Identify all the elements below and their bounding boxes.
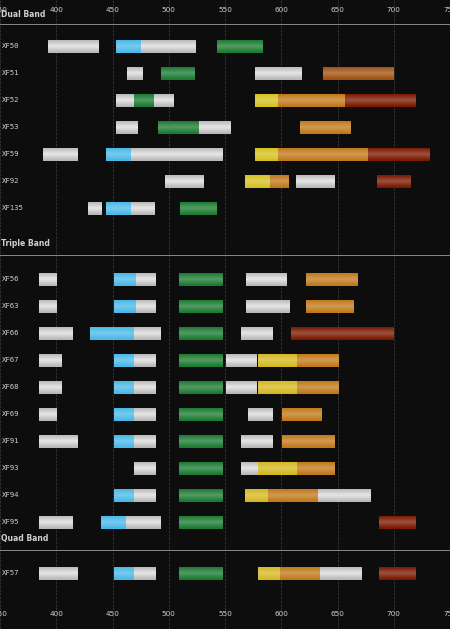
Text: XF91: XF91 bbox=[2, 438, 20, 444]
Text: 750: 750 bbox=[443, 7, 450, 13]
Text: 400: 400 bbox=[50, 7, 63, 13]
Text: XF69: XF69 bbox=[2, 411, 20, 417]
Text: 350: 350 bbox=[0, 7, 7, 13]
Text: XF59: XF59 bbox=[2, 151, 20, 157]
Text: 450: 450 bbox=[106, 7, 119, 13]
Text: 400: 400 bbox=[50, 611, 63, 617]
Text: XF94: XF94 bbox=[2, 492, 20, 498]
Text: 350: 350 bbox=[0, 611, 7, 617]
Text: 700: 700 bbox=[387, 7, 400, 13]
Text: XF51: XF51 bbox=[2, 70, 20, 76]
Text: 550: 550 bbox=[218, 611, 232, 617]
Text: XF68: XF68 bbox=[2, 384, 20, 390]
Text: 550: 550 bbox=[218, 7, 232, 13]
Text: XF135: XF135 bbox=[2, 205, 24, 211]
Text: XF57: XF57 bbox=[2, 570, 20, 576]
Text: XF93: XF93 bbox=[2, 465, 20, 471]
Text: XF53: XF53 bbox=[2, 124, 20, 130]
Text: 600: 600 bbox=[274, 611, 288, 617]
Text: Quad Band: Quad Band bbox=[1, 534, 49, 543]
Text: 650: 650 bbox=[331, 7, 344, 13]
Text: XF56: XF56 bbox=[2, 276, 20, 282]
Text: XF66: XF66 bbox=[2, 330, 20, 336]
Text: Dual Band: Dual Band bbox=[1, 10, 45, 19]
Text: Triple Band: Triple Band bbox=[1, 239, 50, 248]
Text: XF50: XF50 bbox=[2, 43, 20, 49]
Text: XF63: XF63 bbox=[2, 303, 20, 309]
Text: 750: 750 bbox=[443, 611, 450, 617]
Text: XF95: XF95 bbox=[2, 519, 20, 525]
Text: XF92: XF92 bbox=[2, 178, 20, 184]
Text: 600: 600 bbox=[274, 7, 288, 13]
Text: 500: 500 bbox=[162, 611, 176, 617]
Text: 650: 650 bbox=[331, 611, 344, 617]
Text: XF52: XF52 bbox=[2, 97, 20, 103]
Text: 500: 500 bbox=[162, 7, 176, 13]
Text: XF67: XF67 bbox=[2, 357, 20, 363]
Text: 700: 700 bbox=[387, 611, 400, 617]
Text: 450: 450 bbox=[106, 611, 119, 617]
